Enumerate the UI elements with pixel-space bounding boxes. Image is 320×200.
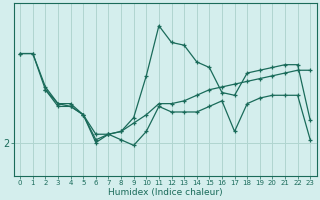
X-axis label: Humidex (Indice chaleur): Humidex (Indice chaleur) <box>108 188 222 197</box>
